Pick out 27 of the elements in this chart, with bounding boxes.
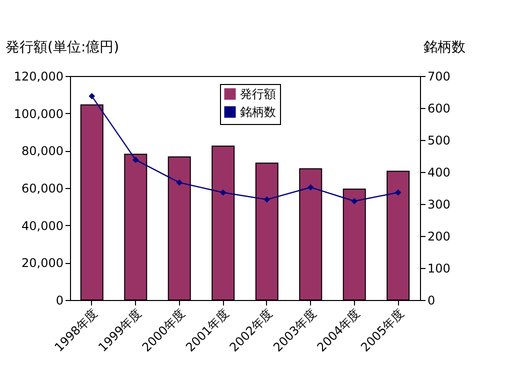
y2-tick-label: 0 [428, 294, 436, 308]
y2-tick-label: 700 [428, 70, 450, 84]
y2-tick-label: 400 [428, 166, 450, 180]
point [307, 184, 314, 191]
legend-label: 発行額 [240, 87, 276, 101]
y2-axis-title: 銘柄数 [424, 40, 466, 56]
y-tick-label: 80,000 [22, 144, 64, 158]
y-tick-label: 60,000 [22, 182, 64, 196]
y-tick-label: 40,000 [22, 218, 64, 233]
y2-tick-label: 300 [428, 198, 450, 212]
point [394, 189, 402, 196]
y-tick-label: 120,000 [14, 70, 64, 84]
y2-tick-label: 500 [428, 134, 450, 148]
y-tick-label: 0 [56, 294, 64, 308]
point [220, 189, 226, 196]
y2-tick-label: 100 [428, 262, 450, 276]
point [132, 156, 139, 163]
legend-label: 銘柄数 [240, 105, 276, 119]
point [351, 198, 358, 204]
y2-tick-label: 600 [428, 102, 450, 116]
y-tick-label: 100,000 [14, 106, 64, 121]
point [264, 196, 270, 203]
point [88, 93, 96, 100]
point [176, 179, 183, 186]
y-axis-title: 発行額(単位:億円) [6, 40, 120, 56]
y-tick-label: 20,000 [22, 256, 64, 270]
y2-tick-label: 200 [428, 230, 450, 244]
